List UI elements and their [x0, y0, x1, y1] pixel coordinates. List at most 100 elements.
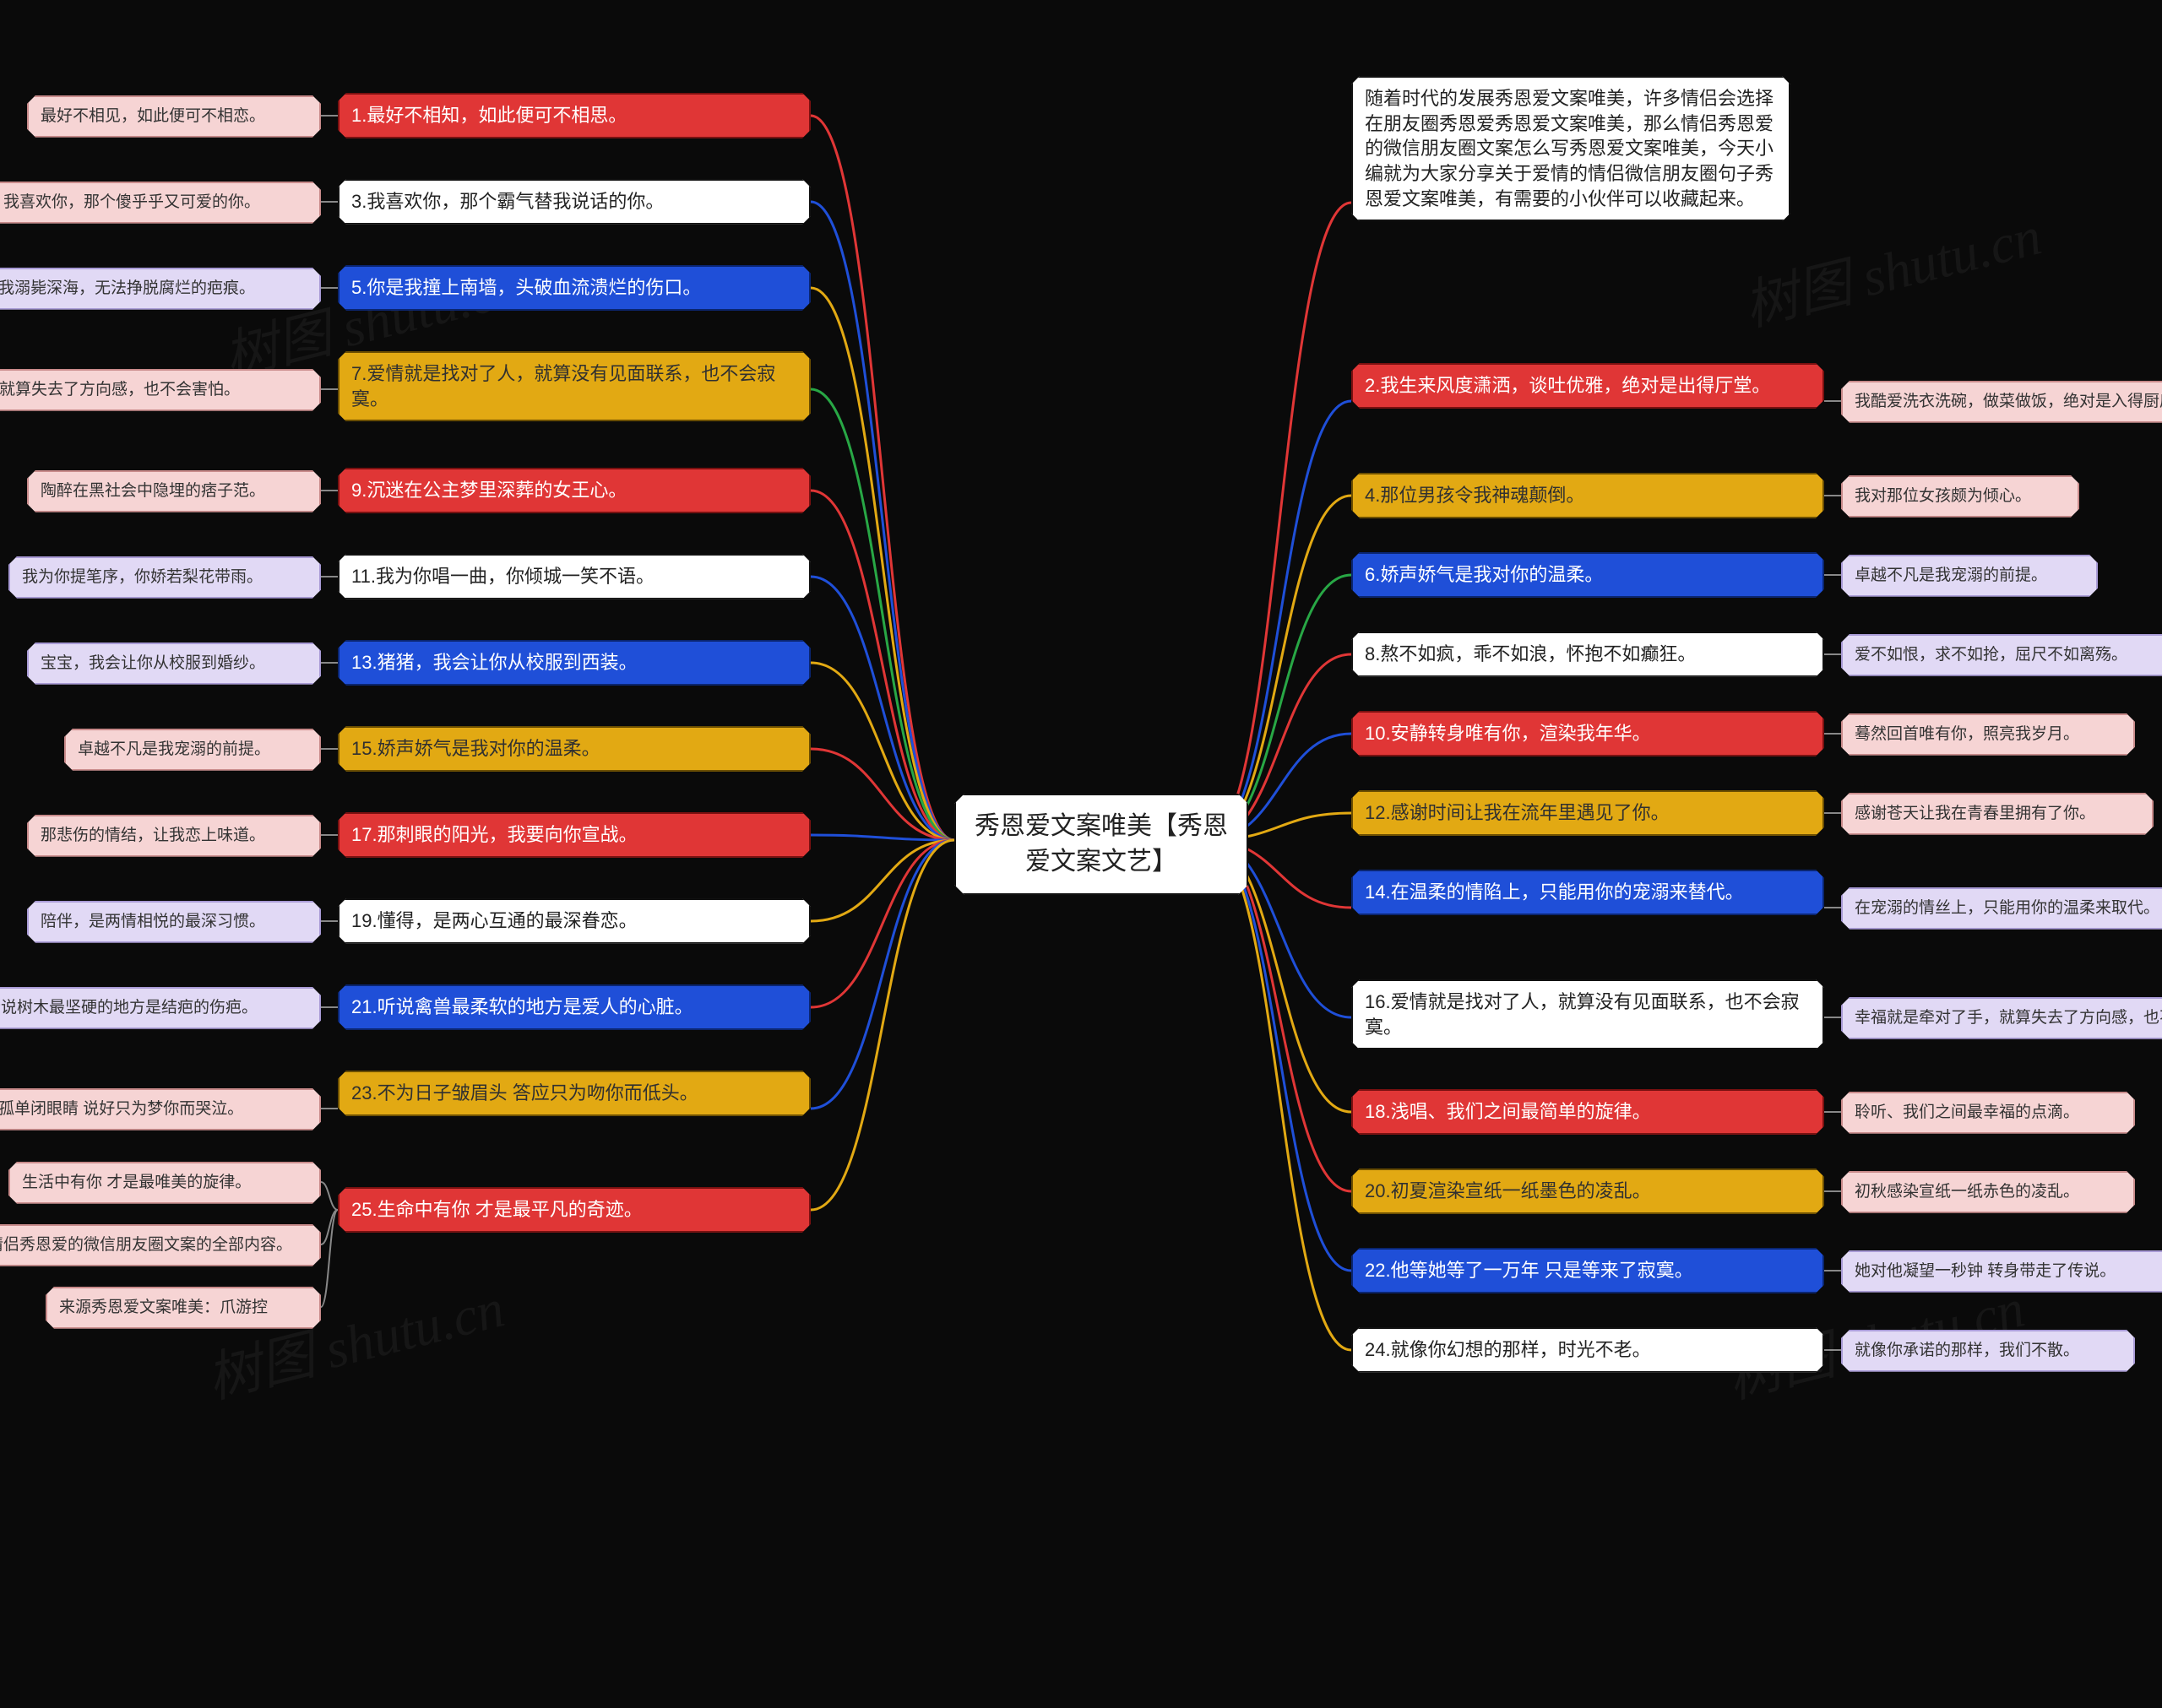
- left-sub-2-0: 你是我溺毙深海，无法挣脱腐烂的疤痕。: [0, 268, 321, 310]
- left-main-1-label: 3.我喜欢你，那个霸气替我说话的你。: [351, 191, 664, 212]
- right-sub-7-0: 在宠溺的情丝上，只能用你的温柔来取代。: [1841, 887, 2162, 930]
- right-sub-10-0: 初秋感染宣纸一纸赤色的凌乱。: [1841, 1171, 2135, 1213]
- right-sub-7-0-label: 在宠溺的情丝上，只能用你的温柔来取代。: [1855, 899, 2159, 917]
- left-sub-8-0-label: 那悲伤的情结，让我恋上味道。: [41, 827, 265, 844]
- left-main-6: 13.猪猪，我会让你从校服到西装。: [338, 640, 811, 686]
- left-sub-11-0: 不为孤单闭眼睛 说好只为梦你而哭泣。: [0, 1088, 321, 1131]
- right-main-8-label: 16.爱情就是找对了人，就算没有见面联系，也不会寂寞。: [1365, 991, 1800, 1038]
- left-sub-2-0-label: 你是我溺毙深海，无法挣脱腐烂的疤痕。: [0, 279, 255, 297]
- left-sub-6-0-label: 宝宝，我会让你从校服到婚纱。: [41, 654, 265, 672]
- right-main-9: 18.浅唱、我们之间最简单的旋律。: [1351, 1089, 1824, 1135]
- left-main-5-label: 11.我为你唱一曲，你倾城一笑不语。: [351, 566, 655, 587]
- left-main-8-label: 17.那刺眼的阳光，我要向你宣战。: [351, 824, 638, 845]
- right-main-11: 22.他等她等了一万年 只是等来了寂寞。: [1351, 1248, 1824, 1293]
- left-sub-3-0: 幸福就是牵对了手，就算失去了方向感，也不会害怕。: [0, 369, 321, 411]
- right-main-2: 4.那位男孩令我神魂颠倒。: [1351, 473, 1824, 518]
- left-sub-4-0: 陶醉在黑社会中隐埋的痞子范。: [27, 470, 321, 512]
- right-main-5-label: 10.安静转身唯有你，渲染我年华。: [1365, 723, 1651, 744]
- left-main-0: 1.最好不相知，如此便可不相思。: [338, 93, 811, 138]
- left-main-4: 9.沉迷在公主梦里深葬的女王心。: [338, 468, 811, 513]
- right-sub-12-0: 就像你承诺的那样，我们不散。: [1841, 1330, 2135, 1372]
- right-main-10-label: 20.初夏渲染宣纸一纸墨色的凌乱。: [1365, 1180, 1651, 1201]
- root-label: 秀恩爱文案唯美【秀恩爱文案文艺】: [975, 812, 1228, 876]
- left-sub-10-0: 听说树木最坚硬的地方是结疤的伤疤。: [0, 987, 321, 1029]
- right-main-0: 随着时代的发展秀恩爱文案唯美，许多情侣会选择在朋友圈秀恩爱秀恩爱文案唯美，那么情…: [1351, 76, 1790, 221]
- right-main-11-label: 22.他等她等了一万年 只是等来了寂寞。: [1365, 1260, 1693, 1281]
- left-main-4-label: 9.沉迷在公主梦里深葬的女王心。: [351, 480, 627, 501]
- right-main-7: 14.在温柔的情陷上，只能用你的宠溺来替代。: [1351, 870, 1824, 915]
- right-main-6: 12.感谢时间让我在流年里遇见了你。: [1351, 790, 1824, 836]
- right-main-3: 6.娇声娇气是我对你的温柔。: [1351, 552, 1824, 598]
- right-sub-8-0: 幸福就是牵对了手，就算失去了方向感，也不会害怕。: [1841, 997, 2162, 1039]
- right-main-5: 10.安静转身唯有你，渲染我年华。: [1351, 711, 1824, 756]
- right-main-6-label: 12.感谢时间让我在流年里遇见了你。: [1365, 802, 1670, 823]
- left-main-10: 21.听说禽兽最柔软的地方是爱人的心脏。: [338, 984, 811, 1030]
- left-sub-0-0: 最好不相见，如此便可不相恋。: [27, 95, 321, 138]
- right-main-0-label: 随着时代的发展秀恩爱文案唯美，许多情侣会选择在朋友圈秀恩爱秀恩爱文案唯美，那么情…: [1365, 88, 1774, 209]
- left-sub-5-0-label: 我为你提笔序，你娇若梨花带雨。: [22, 568, 263, 586]
- left-main-0-label: 1.最好不相知，如此便可不相思。: [351, 105, 627, 126]
- right-sub-2-0: 我对那位女孩颇为倾心。: [1841, 475, 2079, 518]
- right-sub-11-0-label: 她对他凝望一秒钟 转身带走了传说。: [1855, 1262, 2116, 1280]
- left-sub-11-0-label: 不为孤单闭眼睛 说好只为梦你而哭泣。: [0, 1100, 243, 1118]
- left-sub-12-2: 来源秀恩爱文案唯美：爪游控: [46, 1287, 321, 1329]
- right-main-12-label: 24.就像你幻想的那样，时光不老。: [1365, 1339, 1651, 1360]
- right-sub-6-0: 感谢苍天让我在青春里拥有了你。: [1841, 793, 2154, 835]
- right-main-12: 24.就像你幻想的那样，时光不老。: [1351, 1327, 1824, 1373]
- right-sub-12-0-label: 就像你承诺的那样，我们不散。: [1855, 1342, 2079, 1359]
- right-sub-8-0-label: 幸福就是牵对了手，就算失去了方向感，也不会害怕。: [1855, 1009, 2162, 1027]
- right-sub-11-0: 她对他凝望一秒钟 转身带走了传说。: [1841, 1250, 2162, 1293]
- right-sub-9-0-label: 聆听、我们之间最幸福的点滴。: [1855, 1103, 2079, 1121]
- right-main-3-label: 6.娇声娇气是我对你的温柔。: [1365, 564, 1603, 585]
- root-node: 秀恩爱文案唯美【秀恩爱文案文艺】: [954, 794, 1248, 895]
- left-sub-12-0: 生活中有你 才是最唯美的旋律。: [8, 1162, 321, 1204]
- right-sub-5-0-label: 蓦然回首唯有你，照亮我岁月。: [1855, 725, 2079, 743]
- left-main-2: 5.你是我撞上南墙，头破血流溃烂的伤口。: [338, 265, 811, 311]
- left-main-3-label: 7.爱情就是找对了人，就算没有见面联系，也不会寂寞。: [351, 363, 775, 409]
- left-main-11-label: 23.不为日子皱眉头 答应只为吻你而低头。: [351, 1082, 698, 1103]
- left-sub-12-1-label: 以上就是小编为各位带来情侣秀恩爱的微信朋友圈文案的全部内容。: [0, 1236, 292, 1254]
- left-main-9-label: 19.懂得，是两心互通的最深眷恋。: [351, 910, 638, 931]
- left-sub-12-1: 以上就是小编为各位带来情侣秀恩爱的微信朋友圈文案的全部内容。: [0, 1224, 321, 1266]
- right-sub-5-0: 蓦然回首唯有你，照亮我岁月。: [1841, 713, 2135, 756]
- left-sub-7-0: 卓越不凡是我宠溺的前提。: [64, 729, 321, 771]
- left-sub-5-0: 我为你提笔序，你娇若梨花带雨。: [8, 556, 321, 599]
- mindmap-canvas: { "canvas": { "width": 2560, "height": 2…: [0, 0, 2162, 1708]
- right-sub-4-0-label: 爱不如恨，求不如抢，屈尺不如离殇。: [1855, 646, 2127, 664]
- left-main-7: 15.娇声娇气是我对你的温柔。: [338, 726, 811, 772]
- left-sub-1-0-label: 我喜欢你，那个傻乎乎又可爱的你。: [3, 193, 260, 211]
- left-main-12: 25.生命中有你 才是最平凡的奇迹。: [338, 1187, 811, 1233]
- right-main-2-label: 4.那位男孩令我神魂颠倒。: [1365, 485, 1584, 506]
- right-main-9-label: 18.浅唱、我们之间最简单的旋律。: [1365, 1101, 1651, 1122]
- left-main-10-label: 21.听说禽兽最柔软的地方是爱人的心脏。: [351, 996, 693, 1017]
- right-sub-1-0: 我酷爱洗衣洗碗，做菜做饭，绝对是入得厨房。: [1841, 381, 2162, 423]
- left-sub-1-0: 我喜欢你，那个傻乎乎又可爱的你。: [0, 182, 321, 224]
- left-sub-9-0: 陪伴，是两情相悦的最深习惯。: [27, 901, 321, 943]
- right-sub-3-0-label: 卓越不凡是我宠溺的前提。: [1855, 567, 2047, 584]
- left-sub-12-2-label: 来源秀恩爱文案唯美：爪游控: [59, 1299, 268, 1316]
- left-main-12-label: 25.生命中有你 才是最平凡的奇迹。: [351, 1199, 643, 1220]
- left-main-1: 3.我喜欢你，那个霸气替我说话的你。: [338, 179, 811, 225]
- left-sub-12-0-label: 生活中有你 才是最唯美的旋律。: [22, 1174, 251, 1191]
- left-sub-6-0: 宝宝，我会让你从校服到婚纱。: [27, 643, 321, 685]
- right-main-4-label: 8.熬不如疯，乖不如浪，怀抱不如癫狂。: [1365, 643, 1696, 664]
- left-main-2-label: 5.你是我撞上南墙，头破血流溃烂的伤口。: [351, 277, 701, 298]
- left-main-3: 7.爱情就是找对了人，就算没有见面联系，也不会寂寞。: [338, 351, 811, 421]
- right-main-1-label: 2.我生来风度潇洒，谈吐优雅，绝对是出得厅堂。: [1365, 375, 1770, 396]
- right-main-1: 2.我生来风度潇洒，谈吐优雅，绝对是出得厅堂。: [1351, 363, 1824, 409]
- left-main-7-label: 15.娇声娇气是我对你的温柔。: [351, 738, 600, 759]
- right-sub-2-0-label: 我对那位女孩颇为倾心。: [1855, 487, 2031, 505]
- right-sub-1-0-label: 我酷爱洗衣洗碗，做菜做饭，绝对是入得厨房。: [1855, 393, 2162, 410]
- left-sub-0-0-label: 最好不相见，如此便可不相恋。: [41, 107, 265, 125]
- right-main-8: 16.爱情就是找对了人，就算没有见面联系，也不会寂寞。: [1351, 979, 1824, 1049]
- left-main-6-label: 13.猪猪，我会让你从校服到西装。: [351, 652, 638, 673]
- left-sub-8-0: 那悲伤的情结，让我恋上味道。: [27, 815, 321, 857]
- right-main-10: 20.初夏渲染宣纸一纸墨色的凌乱。: [1351, 1168, 1824, 1214]
- right-sub-4-0: 爱不如恨，求不如抢，屈尺不如离殇。: [1841, 634, 2162, 676]
- left-main-5: 11.我为你唱一曲，你倾城一笑不语。: [338, 554, 811, 599]
- right-sub-9-0: 聆听、我们之间最幸福的点滴。: [1841, 1092, 2135, 1134]
- left-sub-10-0-label: 听说树木最坚硬的地方是结疤的伤疤。: [0, 999, 258, 1017]
- right-main-4: 8.熬不如疯，乖不如浪，怀抱不如癫狂。: [1351, 632, 1824, 677]
- left-main-9: 19.懂得，是两心互通的最深眷恋。: [338, 898, 811, 944]
- right-sub-10-0-label: 初秋感染宣纸一纸赤色的凌乱。: [1855, 1183, 2079, 1201]
